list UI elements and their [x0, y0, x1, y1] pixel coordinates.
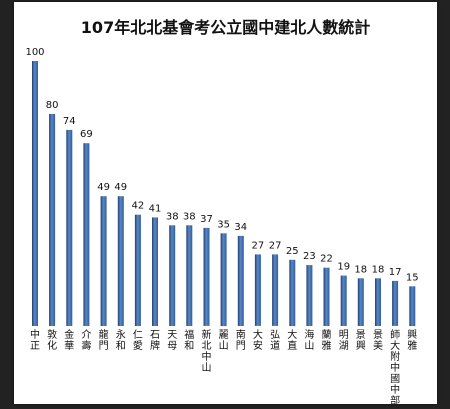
bar-海山 [306, 265, 313, 326]
category-label-景美: 景美 [373, 329, 383, 352]
value-label-龍門: 49 [97, 182, 110, 193]
category-labels-group: 中正敦化金華介壽龍門永和仁愛石牌天母福和新北中山麗山南門大安弘道大直海山蘭雅明湖… [30, 328, 417, 404]
bar-仁愛 [134, 214, 141, 326]
value-label-麗山: 35 [217, 219, 230, 230]
value-label-蘭雅: 22 [320, 254, 333, 265]
value-label-金華: 74 [63, 116, 76, 127]
bar-石牌 [152, 217, 158, 326]
value-label-海山: 23 [303, 251, 316, 262]
value-label-新北中山: 37 [200, 214, 213, 225]
value-label-大安: 27 [252, 240, 265, 251]
bar-蘭雅 [323, 267, 330, 326]
value-label-南門: 34 [234, 222, 247, 233]
chart-plot: 100 80 74 69 49 49 42 41 38 38 37 35 34 27 27 25 23 22 19 1… [25, 47, 418, 404]
value-label-明湖: 19 [337, 262, 350, 273]
bar-福和 [186, 225, 193, 326]
category-label-弘道: 弘道 [270, 329, 280, 352]
bar-師大附中國中部 [392, 280, 399, 326]
bar-景美 [375, 278, 381, 326]
bar-敦化 [49, 114, 56, 326]
value-label-興雅: 15 [406, 272, 419, 283]
bar-麗山 [220, 233, 227, 327]
value-label-景興: 18 [354, 264, 367, 275]
category-label-介壽: 介壽 [81, 329, 91, 352]
chart-frame: 107年北北基會考公立國中建北人數統計 100 80 74 69 49 49 42 41 38 3… [14, 2, 437, 404]
value-label-景美: 18 [372, 264, 385, 275]
value-label-弘道: 27 [269, 240, 282, 251]
bar-大安 [254, 254, 261, 326]
category-label-海山: 海山 [304, 328, 314, 352]
category-label-明湖: 明湖 [339, 329, 349, 352]
value-label-天母: 38 [166, 211, 179, 222]
category-label-金華: 金華 [64, 328, 74, 352]
bar-介壽 [83, 143, 90, 326]
category-label-石牌: 石牌 [150, 330, 160, 352]
category-label-永和: 永和 [116, 328, 126, 352]
category-label-興雅: 興雅 [407, 329, 417, 352]
category-label-南門: 南門 [236, 328, 246, 352]
category-label-仁愛: 仁愛 [133, 329, 143, 352]
bar-明湖 [340, 275, 347, 326]
bar-南門 [237, 235, 244, 326]
category-label-龍門: 龍門 [99, 328, 109, 352]
bar-金華 [66, 129, 73, 326]
category-label-景興: 景興 [356, 329, 366, 352]
category-label-敦化: 敦化 [47, 328, 57, 352]
value-labels-group: 100 80 74 69 49 49 42 41 38 38 37 35 34 27 27 25 23 22 19 1… [25, 47, 418, 283]
value-label-敦化: 80 [46, 100, 59, 111]
bar-新北中山 [203, 227, 210, 326]
bars-group [32, 61, 416, 327]
bar-景興 [357, 278, 364, 326]
bar-永和 [117, 196, 124, 326]
value-label-中正: 100 [25, 47, 44, 58]
bar-龍門 [100, 196, 107, 326]
category-label-麗山: 麗山 [219, 329, 229, 352]
category-label-天母: 天母 [167, 330, 177, 352]
category-label-福和: 福和 [184, 328, 194, 352]
category-label-大安: 大安 [253, 328, 263, 352]
category-label-中正: 中正 [30, 328, 40, 352]
value-label-仁愛: 42 [132, 201, 145, 212]
value-label-大直: 25 [286, 246, 299, 257]
bar-興雅 [409, 286, 416, 327]
category-label-新北中山: 新北中山 [202, 328, 212, 374]
value-label-永和: 49 [114, 182, 127, 193]
category-label-師大附中國中部: 師大附中國中部 [390, 328, 400, 404]
value-label-福和: 38 [183, 211, 196, 222]
category-label-大直: 大直 [287, 328, 297, 352]
bar-弘道 [272, 254, 279, 326]
bar-中正 [32, 61, 38, 326]
chart-title: 107年北北基會考公立國中建北人數統計 [80, 18, 371, 37]
bar-大直 [289, 259, 296, 327]
category-label-蘭雅: 蘭雅 [322, 328, 332, 352]
value-label-石牌: 41 [149, 203, 162, 214]
bar-天母 [169, 225, 176, 326]
value-label-介壽: 69 [80, 129, 93, 140]
value-label-師大附中國中部: 17 [389, 267, 402, 278]
